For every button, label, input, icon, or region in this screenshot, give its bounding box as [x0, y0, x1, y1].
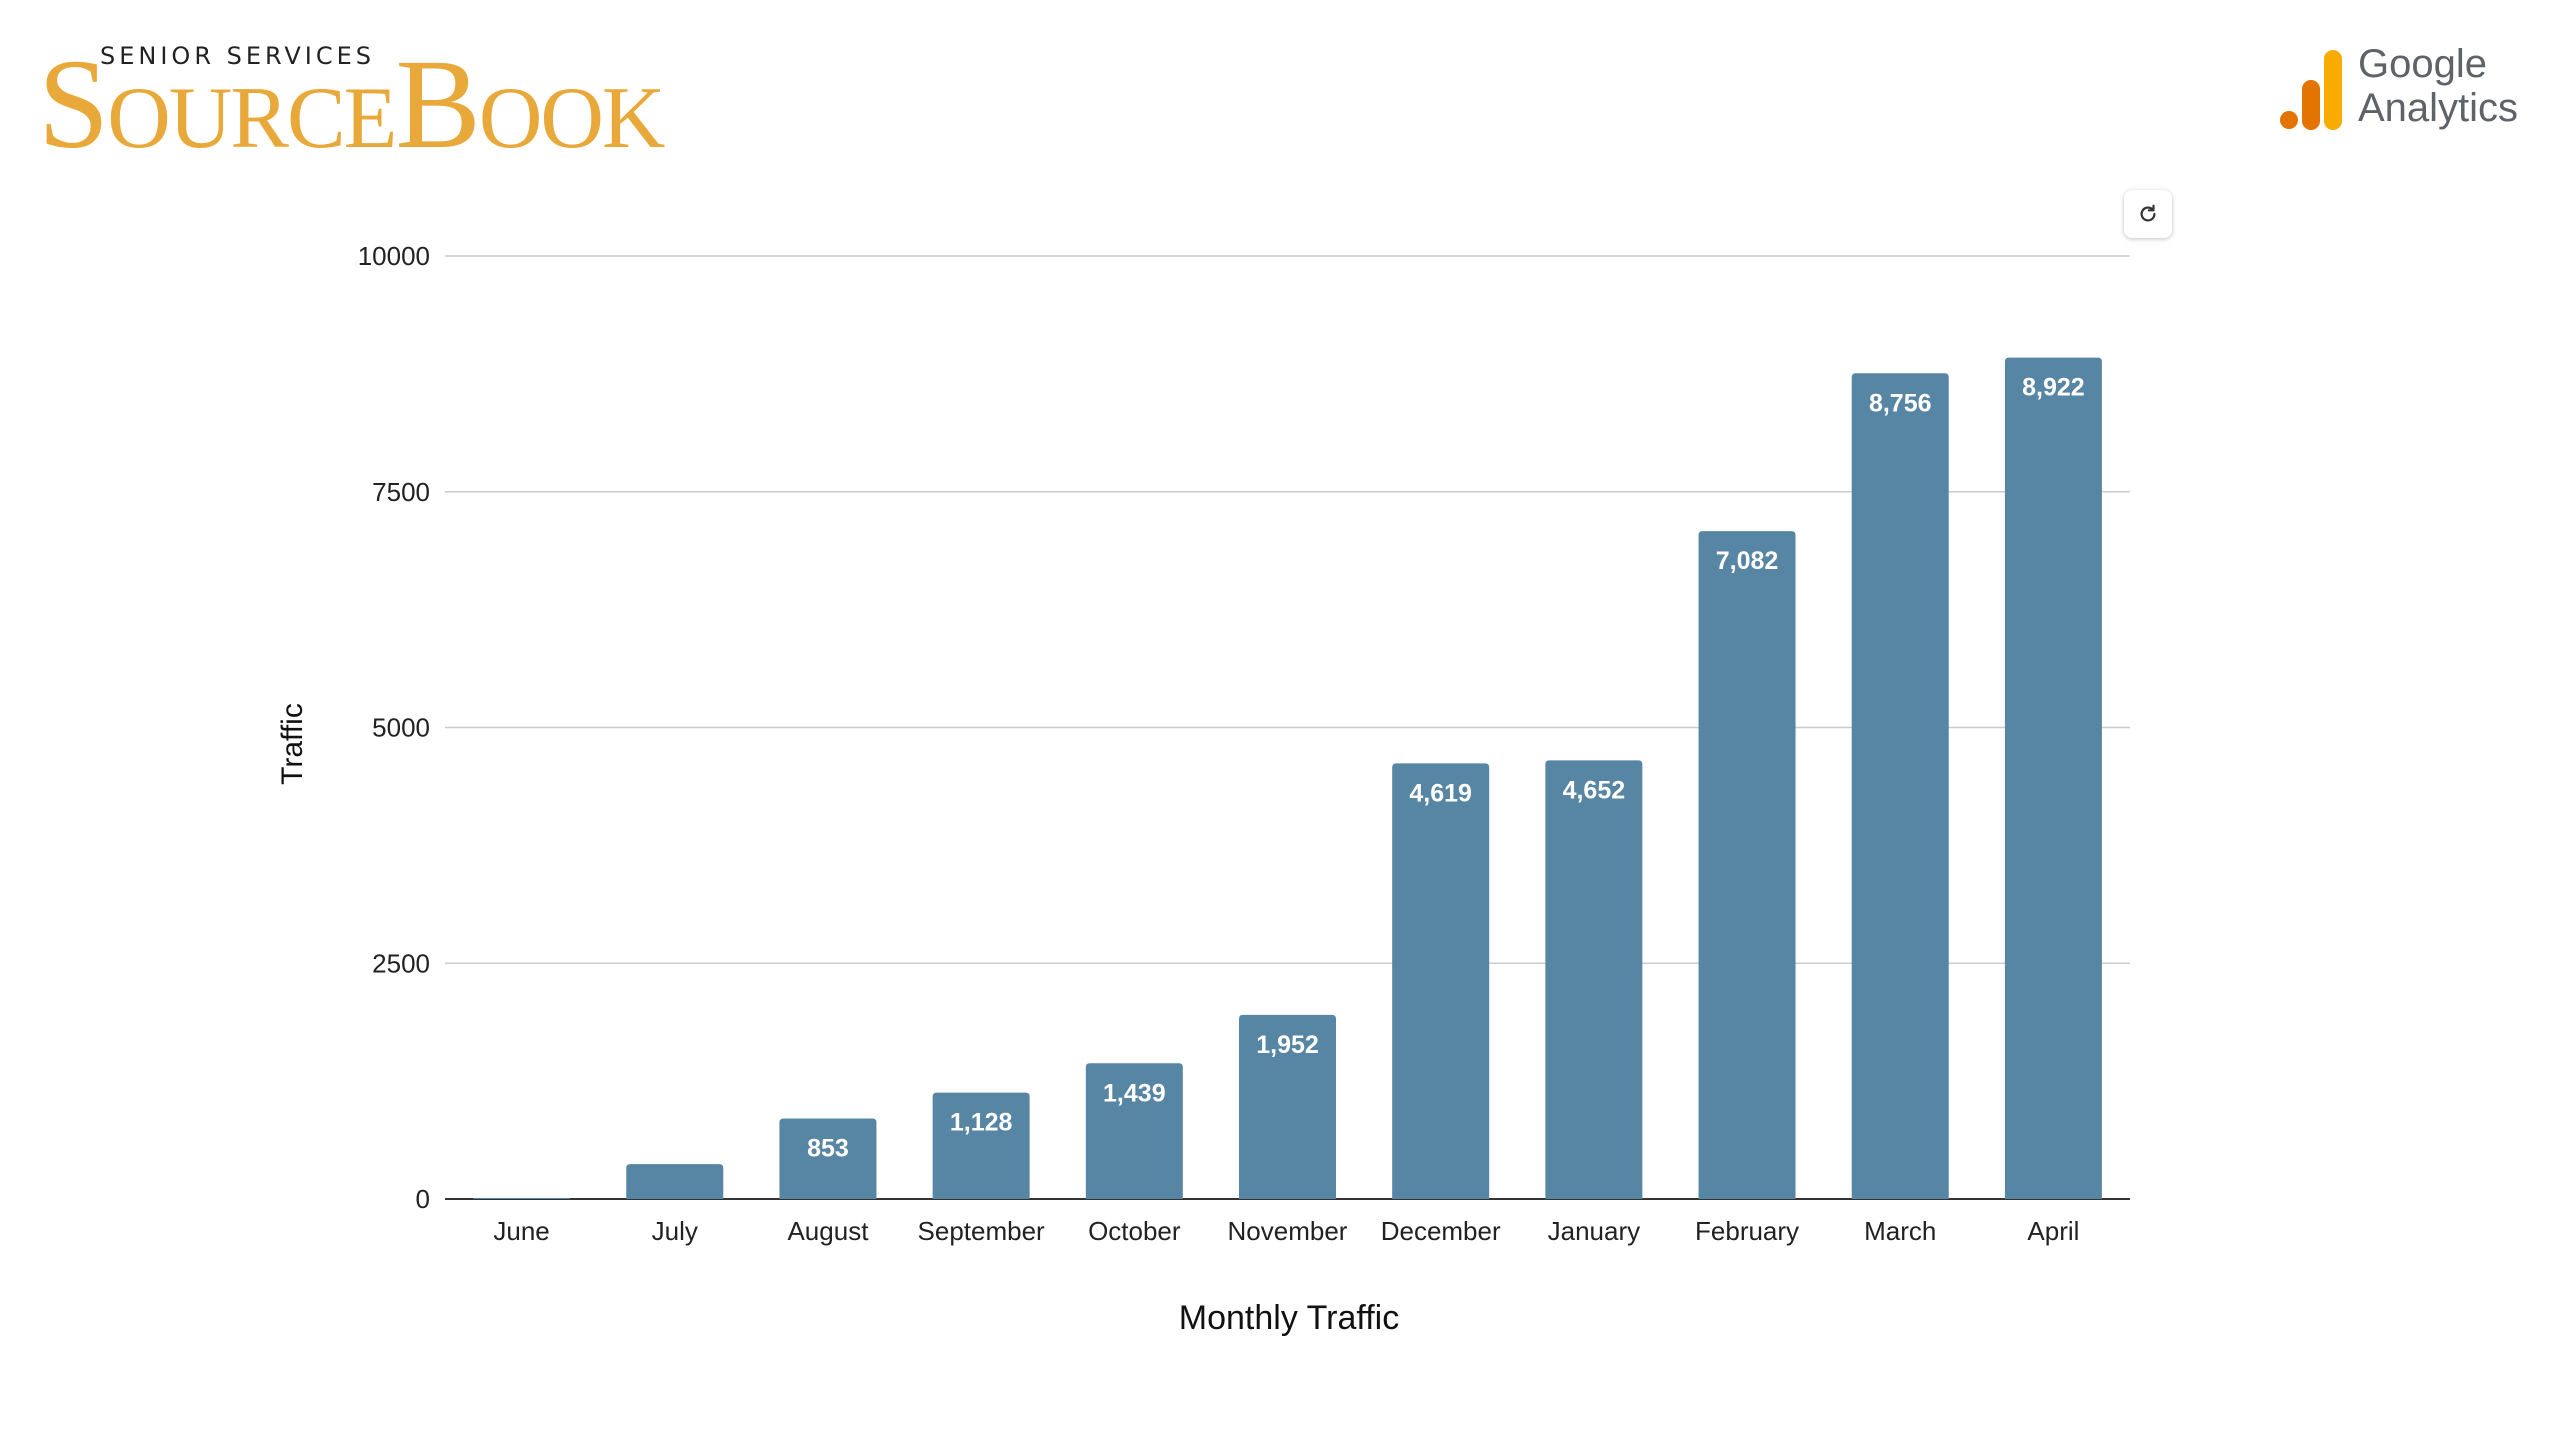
- x-tick-label: June: [493, 1216, 549, 1246]
- bar: [2004, 357, 2102, 1199]
- y-axis-title: Traffic: [276, 703, 309, 785]
- sourcebook-logo: SENIOR SERVICES SOURCEBOOK: [38, 30, 665, 168]
- bars: [473, 357, 2102, 1199]
- x-tick-label: April: [2027, 1216, 2079, 1246]
- x-tick-label: March: [1864, 1216, 1936, 1246]
- bar-data-label: 853: [807, 1135, 849, 1163]
- logo-tagline: SENIOR SERVICES: [100, 42, 376, 70]
- bar: [1392, 763, 1490, 1199]
- bar-data-label: 8,922: [2022, 374, 2085, 402]
- x-tick-label: February: [1695, 1216, 1799, 1246]
- bar-data-label: 4,652: [1563, 776, 1626, 804]
- bar: [1851, 373, 1949, 1199]
- bar-data-label: 1,952: [1256, 1031, 1319, 1059]
- bar: [1545, 760, 1643, 1199]
- bar: [779, 1118, 877, 1199]
- x-tick-label: November: [1228, 1216, 1348, 1246]
- partner-line-1: Google: [2358, 42, 2487, 86]
- bar-data-label: 4,619: [1409, 779, 1472, 807]
- y-tick-label: 10000: [358, 241, 430, 271]
- bar-data-label: 8,756: [1869, 389, 1932, 417]
- y-tick-label: 2500: [372, 948, 430, 978]
- y-tick-label: 5000: [372, 713, 430, 743]
- x-tick-label: October: [1088, 1216, 1181, 1246]
- logo-wordmark: SOURCEBOOK: [38, 33, 665, 175]
- bar: [1085, 1063, 1183, 1199]
- bar-data-label: 1,439: [1103, 1079, 1166, 1107]
- x-tick-label: September: [918, 1216, 1046, 1246]
- partner-line-2: Analytics: [2358, 86, 2519, 130]
- data-labels: 853 1,128 1,439 1,952 4,619 4,652 7,082 8,756 8,…: [807, 374, 2085, 1163]
- x-tick-label: January: [1548, 1216, 1641, 1246]
- y-tick-label: 7500: [372, 477, 430, 507]
- bar: [932, 1092, 1030, 1199]
- bar: [473, 1198, 571, 1199]
- bar: [1239, 1014, 1336, 1199]
- bar-data-label: 7,082: [1716, 547, 1779, 575]
- bar: [1698, 531, 1796, 1199]
- google-analytics-icon: [2280, 50, 2342, 130]
- x-axis-title: Monthly Traffic: [1179, 1299, 1399, 1337]
- x-tick-label: December: [1381, 1216, 1501, 1246]
- bar-data-label: 1,128: [950, 1109, 1013, 1137]
- x-tick-label: July: [652, 1216, 698, 1246]
- refresh-icon: [2140, 204, 2156, 222]
- google-analytics-logo: Google Analytics: [2278, 42, 2538, 142]
- y-tick-label: 0: [416, 1184, 430, 1214]
- x-axis-ticks: June July August September October November De…: [493, 1216, 2079, 1246]
- y-axis-ticks: 0 2500 5000 7500 10000: [358, 241, 430, 1214]
- refresh-button[interactable]: [2124, 190, 2172, 238]
- x-tick-label: August: [787, 1216, 869, 1246]
- bar: [626, 1164, 724, 1199]
